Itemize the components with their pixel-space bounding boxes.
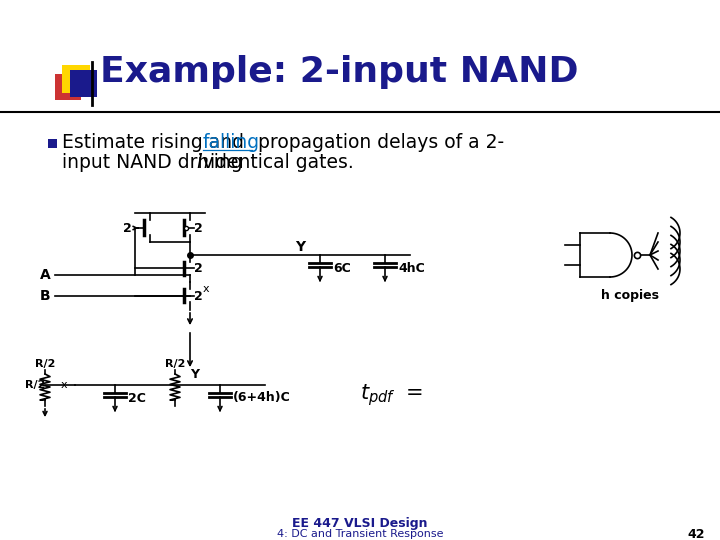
- Text: 2: 2: [122, 221, 131, 234]
- Text: B: B: [40, 289, 50, 303]
- Text: R/2: R/2: [165, 359, 185, 369]
- Text: propagation delays of a 2-: propagation delays of a 2-: [252, 133, 505, 152]
- Text: 4: DC and Transient Response: 4: DC and Transient Response: [276, 529, 444, 539]
- Text: Example: 2-input NAND: Example: 2-input NAND: [100, 55, 578, 89]
- Bar: [62, 65, 90, 93]
- Text: 42: 42: [688, 528, 705, 540]
- Text: h: h: [196, 152, 208, 172]
- Text: 4hC: 4hC: [398, 261, 425, 274]
- Text: 2: 2: [194, 261, 202, 274]
- Text: x: x: [203, 284, 210, 294]
- Text: 2C: 2C: [128, 392, 146, 404]
- Text: falling: falling: [203, 133, 260, 152]
- Text: identical gates.: identical gates.: [204, 152, 354, 172]
- Text: Y: Y: [295, 240, 305, 254]
- Text: 2: 2: [194, 289, 202, 302]
- Text: R/2: R/2: [24, 380, 45, 390]
- Text: x: x: [60, 380, 67, 390]
- Text: input NAND driving: input NAND driving: [62, 152, 248, 172]
- Text: $t_{pdf}$  =: $t_{pdf}$ =: [360, 382, 423, 408]
- Bar: [48, 139, 57, 148]
- Text: EE 447 VLSI Design: EE 447 VLSI Design: [292, 517, 428, 530]
- Text: R/2: R/2: [35, 359, 55, 369]
- Text: 2: 2: [194, 221, 202, 234]
- Text: h copies: h copies: [601, 288, 659, 301]
- Bar: [55, 74, 81, 100]
- Text: Y: Y: [191, 368, 199, 381]
- Text: A: A: [40, 268, 50, 282]
- Text: Estimate rising and: Estimate rising and: [62, 133, 250, 152]
- Text: (6+4h)C: (6+4h)C: [233, 392, 291, 404]
- Text: 6C: 6C: [333, 261, 351, 274]
- Bar: [70, 70, 97, 97]
